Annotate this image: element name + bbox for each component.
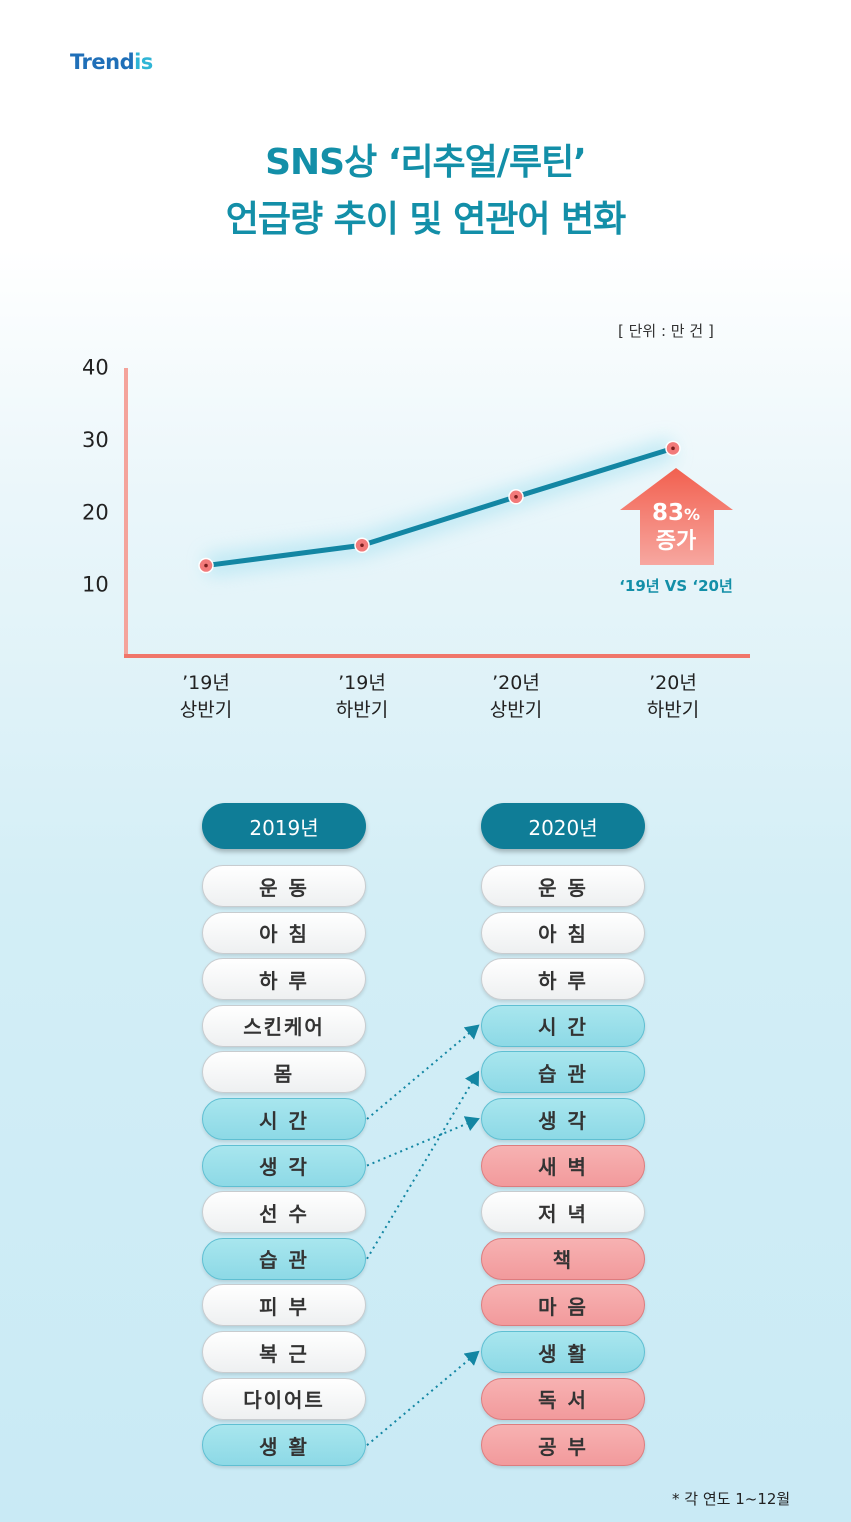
series-line-glow — [204, 437, 677, 577]
keyword-2020-item: 시 간 — [481, 1004, 645, 1047]
compare-label: ‘19년 VS ‘20년 — [619, 577, 733, 595]
keyword-2019-item: 운 동 — [202, 865, 366, 907]
y-tick-label: 10 — [82, 573, 109, 597]
keyword-link-arrow — [366, 1070, 480, 1260]
keyword-link-arrow — [366, 1024, 480, 1120]
keyword-link-arrow — [366, 1350, 480, 1446]
keyword-link-arrow — [366, 1116, 480, 1167]
data-point — [198, 557, 214, 574]
data-point — [354, 537, 370, 554]
y-tick-label: 30 — [82, 428, 109, 452]
y-tick-label: 20 — [82, 500, 109, 524]
increase-arrow: 83% 증가 — [620, 468, 733, 565]
x-tick-label: ’19년 하반기 — [336, 672, 388, 721]
keyword-2020-item: 생 활 — [481, 1331, 645, 1373]
x-tick-label: ’19년 상반기 — [180, 672, 232, 721]
keyword-2020-item: 습 관 — [481, 1051, 645, 1094]
keyword-2020-item: 독 서 — [481, 1377, 645, 1420]
keyword-2020-item: 마 음 — [481, 1284, 645, 1327]
footnote: * 각 연도 1~12월 — [672, 1490, 791, 1508]
keyword-2019-item: 생 활 — [202, 1424, 366, 1467]
keyword-2019-item: 피 부 — [202, 1284, 366, 1327]
column-header-2019: 2019년 — [202, 803, 366, 849]
trendis-logo: Trendis — [70, 50, 153, 74]
keyword-2019-item: 하 루 — [202, 958, 366, 1001]
mention-line-chart: 10 20 30 40 ’19년 상반기 ’19년 하반기 ’20년 상반기 ’20년 하반기 83… — [82, 356, 750, 721]
x-tick-label: ’20년 하반기 — [647, 672, 699, 721]
series-line — [205, 445, 674, 569]
page-title-line2: 언급량 추이 및 연관어 변화 — [225, 199, 626, 240]
data-point — [665, 440, 681, 457]
keyword-2019-item: 습 관 — [202, 1237, 366, 1280]
keyword-2020-item: 운 동 — [481, 865, 645, 907]
keyword-2020-item: 공 부 — [481, 1424, 645, 1467]
unit-label: [ 단위 : 만 건 ] — [618, 322, 714, 340]
column-header-2020: 2020년 — [481, 803, 645, 849]
page-title-line1: SNS상 ‘리추얼/루틴’ — [265, 142, 587, 183]
x-tick-label: ’20년 상반기 — [490, 672, 542, 721]
keyword-2019-item: 스킨케어 — [202, 1004, 366, 1047]
keyword-2019-item: 몸 — [202, 1051, 366, 1094]
keyword-2020-item: 저 녁 — [481, 1191, 645, 1234]
keyword-2020-item: 책 — [481, 1237, 645, 1280]
keyword-2020-item: 아 침 — [481, 911, 645, 954]
y-tick-label: 40 — [82, 356, 109, 380]
keyword-2019-item: 선 수 — [202, 1191, 366, 1234]
data-point — [508, 489, 524, 505]
percent-unit: % — [684, 505, 700, 524]
keyword-2019-item: 아 침 — [202, 911, 366, 954]
increase-percent: 83 — [652, 500, 684, 526]
keyword-2019-item: 시 간 — [202, 1098, 366, 1140]
keyword-2020-item: 하 루 — [481, 958, 645, 1001]
keyword-2019-item: 복 근 — [202, 1331, 366, 1373]
keyword-2020-item: 새 벽 — [481, 1144, 645, 1187]
keyword-2019-item: 다이어트 — [202, 1377, 366, 1420]
svg-text:83%: 83% — [652, 500, 700, 526]
keyword-2020-item: 생 각 — [481, 1098, 645, 1140]
increase-label: 증가 — [656, 529, 696, 554]
keyword-2019-item: 생 각 — [202, 1144, 366, 1187]
